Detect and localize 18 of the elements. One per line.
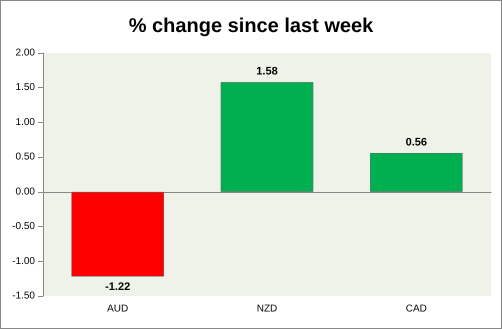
x-tick-label: NZD [256,304,278,314]
x-tick-label: AUD [107,304,128,314]
data-label: 1.58 [256,66,278,78]
bar [370,152,463,192]
bar [220,82,314,192]
y-tick-label: 0.50 [16,152,36,163]
data-label: 0.56 [406,136,428,148]
y-tick-label: 2.00 [16,48,36,58]
y-tick-label: -1.50 [12,290,36,302]
y-tick-label: 1.00 [16,116,36,128]
y-tick-label: -1.00 [12,256,36,267]
chart-title: % change since last week [128,15,374,37]
x-tick-label: CAD [406,304,427,314]
y-tick-label: -0.50 [12,221,36,232]
data-label: -1.22 [105,281,130,294]
y-tick-label: 1.50 [16,82,36,94]
y-tick-label: 0.00 [16,186,36,198]
bar [71,192,164,277]
